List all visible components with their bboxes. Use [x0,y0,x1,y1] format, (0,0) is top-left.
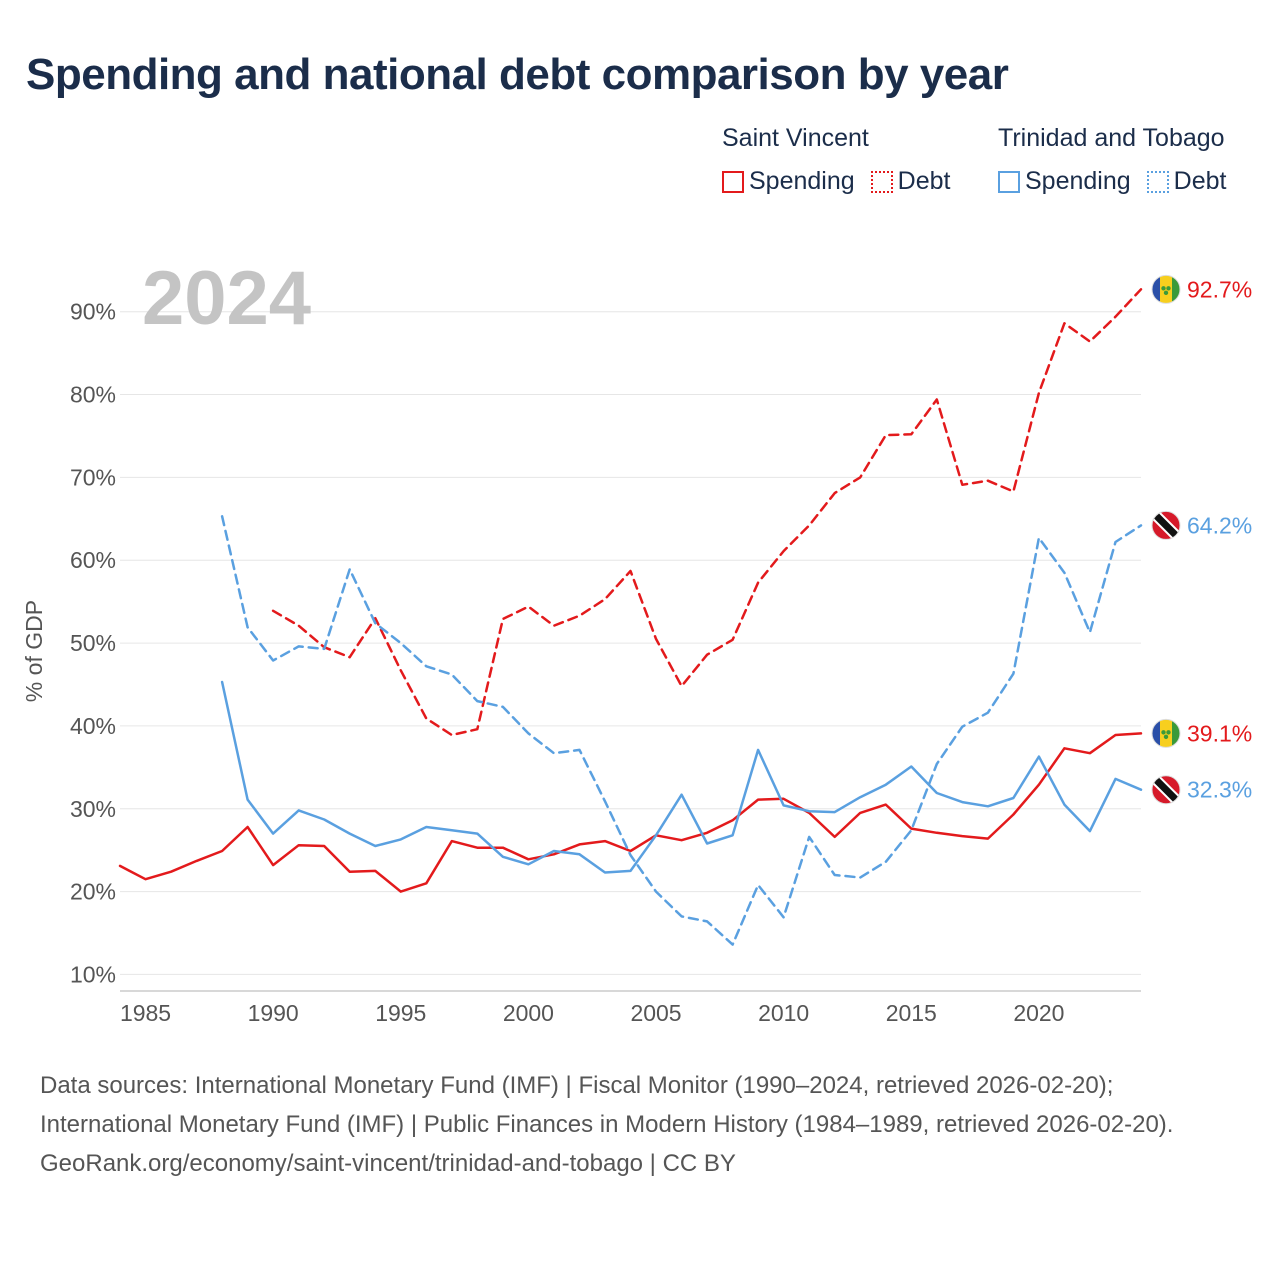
y-tick-label: 80% [70,382,116,408]
flag-trinidad-fill [1152,775,1180,804]
legend-group-saint-vincent: Saint Vincent Spending Debt [722,124,950,196]
flag-outline [1151,510,1181,540]
y-axis-label: % of GDP [21,600,47,702]
x-tick-label: 2000 [503,1000,554,1026]
flag-trinidad-fill [1152,511,1180,540]
line-chart: 2024 10% 20% 30% 40% 50% 60% 70% 80% 90% 1985 199… [21,256,1252,1026]
y-tick-label: 50% [70,630,116,656]
flag-stripe-green [1172,275,1180,304]
flag-stripe-blue [1152,275,1160,304]
series-line-saint-vincent-debt[interactable] [271,288,1143,737]
end-value-label-trinidad-and-tobago-debt: 64.2% [1187,512,1252,538]
legend-swatch-solid-blue [998,170,1020,193]
legend-label: Debt [1173,167,1227,195]
legend-title-saint-vincent: Saint Vincent [722,124,869,152]
legend-swatch-dotted-red [870,170,893,193]
series-end-markers: 39.1% 92.7% 32.3% 64.2% [1151,274,1252,805]
flag-stripe-green [1172,719,1180,748]
x-tick-label: 1995 [375,1000,426,1026]
end-value-label-trinidad-and-tobago-spending: 32.3% [1187,777,1252,803]
legend-group-trinidad-and-tobago: Trinidad and Tobago Spending Debt [998,124,1226,196]
flag-stripe-blue [1152,719,1160,748]
footer: Data sources: International Monetary Fun… [40,1066,1240,1183]
flag-outline [1151,718,1181,748]
legend-label: Spending [749,167,855,195]
legend-label: Debt [897,167,951,195]
year-label: 2024 [142,256,311,341]
flag-stripe-gold [1160,275,1172,304]
flag-saint-vincent-fill [1152,275,1180,304]
legend-item-saint-vincent-debt[interactable]: Debt [870,167,951,196]
x-tick-label: 2010 [758,1000,809,1026]
y-tick-label: 70% [70,464,116,490]
flag-diamond [1163,290,1169,296]
end-value-label-saint-vincent-spending: 39.1% [1187,720,1252,746]
flag-diamond [1161,286,1166,291]
y-tick-label: 90% [70,299,116,325]
x-tick-label: 2015 [886,1000,937,1026]
series-lines [118,288,1143,946]
flag-saint-vincent-icon [1151,274,1181,304]
x-tick-label: 2005 [630,1000,681,1026]
chart-title: Spending and national debt comparison by… [26,50,1009,99]
legend-item-trinidad-debt[interactable]: Debt [1146,167,1227,196]
legend-title-trinidad-and-tobago: Trinidad and Tobago [998,124,1225,152]
flag-diamond [1166,730,1171,735]
legend-label: Spending [1025,167,1131,195]
legend-swatch-dotted-blue [1146,170,1169,193]
flag-trinidad-and-tobago-icon [1151,510,1181,540]
flag-diamond [1166,286,1171,291]
x-axis-ticks: 1985 1990 1995 2000 2005 2010 2015 2020 [120,1000,1065,1026]
y-tick-label: 20% [70,879,116,905]
series-line-trinidad-and-tobago-spending[interactable] [220,680,1143,874]
y-tick-label: 40% [70,713,116,739]
flag-diamond [1163,734,1169,740]
legend-swatch-solid-red [722,170,744,193]
legend-item-saint-vincent-spending[interactable]: Spending [722,167,855,196]
y-tick-label: 10% [70,961,116,987]
flag-outline [1151,775,1181,805]
x-tick-label: 1990 [248,1000,299,1026]
x-tick-label: 2020 [1013,1000,1064,1026]
flag-diamond [1161,730,1166,735]
legend-item-trinidad-spending[interactable]: Spending [998,167,1131,196]
y-axis-ticks: 10% 20% 30% 40% 50% 60% 70% 80% 90% [70,299,116,988]
y-tick-label: 30% [70,796,116,822]
flag-saint-vincent-icon [1151,718,1181,748]
grid [120,311,1141,975]
flag-outline [1151,274,1181,304]
series-line-trinidad-and-tobago-debt[interactable] [220,515,1143,946]
series-line-saint-vincent-spending[interactable] [118,732,1143,893]
flag-trinidad-and-tobago-icon [1151,775,1181,805]
flag-stripe-gold [1160,719,1172,748]
y-tick-label: 60% [70,547,116,573]
x-tick-label: 1985 [120,1000,171,1026]
credit-link[interactable]: GeoRank.org/economy/saint-vincent/trinid… [40,1150,736,1177]
data-sources: Data sources: International Monetary Fun… [40,1072,1174,1138]
end-value-label-saint-vincent-debt: 92.7% [1187,276,1252,302]
flag-saint-vincent-fill [1152,719,1180,748]
